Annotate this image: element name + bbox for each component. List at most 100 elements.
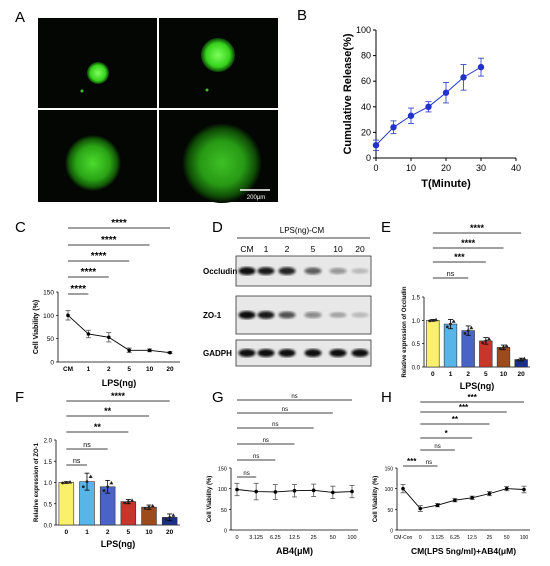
replicate-point bbox=[428, 319, 432, 323]
y-tick-label: 150 bbox=[385, 467, 394, 473]
panel-letter-c: C bbox=[15, 219, 26, 236]
data-point bbox=[273, 490, 278, 494]
data-point bbox=[418, 506, 423, 511]
x-tick-label: 10 bbox=[146, 366, 154, 373]
x-tick-label: 50 bbox=[330, 535, 336, 541]
x-tick-label: 0 bbox=[65, 529, 69, 536]
replicate-point bbox=[516, 358, 520, 362]
replicate-point bbox=[504, 344, 509, 348]
replicate-point bbox=[487, 336, 492, 341]
sig-label: *** bbox=[454, 252, 465, 262]
replicate-point bbox=[143, 507, 147, 510]
replicate-point bbox=[123, 501, 127, 505]
panel-g-ab4-viability-chart: 0 50 100 150 0 3.125 6.25 12.5 25 50 100 AB4(μM) Cel… bbox=[207, 394, 358, 556]
data-point bbox=[487, 491, 492, 496]
y-tick-label: 1.5 bbox=[44, 460, 53, 466]
microsphere-2 bbox=[201, 38, 235, 72]
y-tick-label: 0.0 bbox=[412, 366, 421, 372]
data-point bbox=[442, 89, 450, 96]
sig-label: ns bbox=[434, 444, 440, 450]
blot-band bbox=[238, 311, 256, 319]
y-tick-label: 100 bbox=[218, 487, 227, 493]
x-tick-label: 1 bbox=[449, 371, 453, 378]
y-tick-label: 100 bbox=[385, 487, 394, 493]
x-tick-label: 12.5 bbox=[467, 535, 477, 541]
sig-label: ns bbox=[291, 394, 297, 400]
x-tick-label: 20 bbox=[441, 163, 451, 173]
y-tick-label: 0 bbox=[390, 529, 393, 535]
x-tick-label: 5 bbox=[484, 371, 488, 378]
y-tick-label: 2.0 bbox=[44, 439, 53, 445]
y-tick-label: 60 bbox=[361, 76, 371, 86]
y-tick-label: 0.5 bbox=[412, 342, 421, 348]
blot-band bbox=[278, 349, 296, 357]
y-tick-label: 50 bbox=[221, 508, 227, 514]
panel-b-release-chart: 0 20 40 60 80 100 0 10 20 30 40 T(Minute) Cumulative… bbox=[342, 25, 521, 190]
y-tick-label: 0 bbox=[366, 153, 371, 163]
sig-label: * bbox=[445, 429, 449, 438]
replicate-point bbox=[102, 489, 106, 492]
x-tick-label: 2 bbox=[466, 371, 470, 378]
replicate-point bbox=[502, 346, 505, 349]
data-point bbox=[425, 103, 432, 111]
y-tick-label: 1.0 bbox=[44, 481, 53, 487]
sig-label: ns bbox=[272, 422, 278, 428]
bar bbox=[496, 347, 511, 368]
replicate-point bbox=[481, 341, 485, 345]
sig-label: **** bbox=[70, 284, 86, 295]
panel-d-western-blot: LPS(ng)-CM CM 1 2 5 10 20 Occludin ZO-1 GADPH bbox=[203, 226, 372, 367]
lane-label: 5 bbox=[311, 244, 316, 254]
blot-band bbox=[351, 268, 369, 274]
x-tick-label: 20 bbox=[518, 371, 526, 378]
data-point bbox=[477, 63, 485, 71]
data-point bbox=[453, 498, 457, 503]
data-point bbox=[401, 486, 405, 491]
x-tick-label: 5 bbox=[127, 529, 131, 536]
x-tick-label: 0 bbox=[373, 163, 378, 173]
y-tick-label: 0 bbox=[50, 360, 54, 367]
replicate-point bbox=[68, 479, 73, 484]
blot-band bbox=[238, 267, 256, 275]
x-tick-label: CM-Con bbox=[394, 535, 413, 541]
data-point bbox=[292, 488, 297, 493]
replicate-point bbox=[451, 319, 456, 323]
bar bbox=[141, 506, 157, 526]
x-axis-label: AB4(μM) bbox=[276, 546, 313, 556]
panel-a-micrographs: 200μm bbox=[38, 18, 278, 203]
x-tick-label: 100 bbox=[520, 535, 529, 541]
data-point bbox=[254, 489, 258, 494]
x-tick-label: 3.125 bbox=[249, 535, 263, 541]
panel-e-occludin-chart: 0.0 0.5 1.0 1.5 0 1 2 5 10 20 LPS(ng) Relative expr… bbox=[402, 223, 530, 391]
blot-band bbox=[238, 349, 256, 357]
x-axis-label: CM(LPS 5ng/ml)+AB4(μM) bbox=[411, 546, 516, 556]
y-tick-label: 50 bbox=[47, 336, 55, 343]
replicate-point bbox=[81, 485, 85, 489]
panel-letter-f: F bbox=[15, 389, 24, 406]
x-tick-label: 3.125 bbox=[431, 535, 444, 541]
replicate-point bbox=[88, 474, 93, 479]
data-point bbox=[407, 112, 415, 119]
x-tick-label: 6.25 bbox=[450, 535, 460, 541]
data-point bbox=[311, 488, 316, 493]
y-axis-label: Cell Viability (%) bbox=[373, 476, 379, 523]
lane-label: CM bbox=[240, 244, 253, 254]
data-point bbox=[235, 487, 239, 492]
replicate-point bbox=[466, 329, 470, 332]
bar bbox=[120, 501, 137, 526]
sig-label: **** bbox=[111, 218, 127, 229]
x-tick-label: 25 bbox=[311, 535, 317, 541]
x-tick-label: 2 bbox=[106, 529, 110, 536]
panel-letter-a: A bbox=[15, 9, 25, 26]
microsphere-4 bbox=[182, 123, 262, 203]
replicate-point bbox=[434, 317, 439, 322]
x-tick-label: 12.5 bbox=[289, 535, 300, 541]
bar bbox=[461, 330, 475, 368]
sig-label: ns bbox=[447, 271, 455, 278]
bar bbox=[58, 482, 75, 526]
x-tick-label: 2 bbox=[107, 366, 111, 373]
x-tick-label: 5 bbox=[127, 366, 131, 373]
y-tick-label: 150 bbox=[43, 290, 54, 297]
blot-row-label: GADPH bbox=[203, 349, 232, 358]
speck bbox=[80, 89, 84, 93]
